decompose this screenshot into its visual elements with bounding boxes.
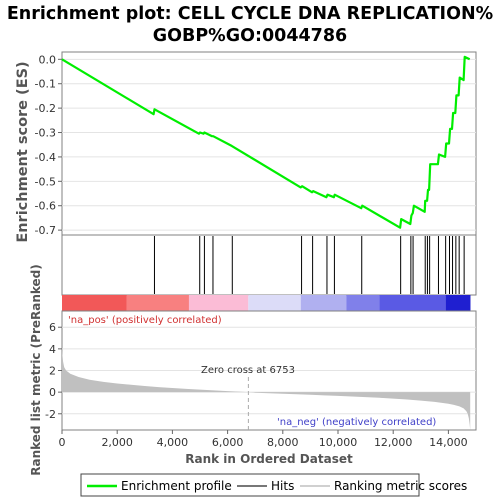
es-y-ticks: 0.0 -0.1 -0.2 -0.3 -0.4 -0.5 -0.6 -0.7 [35,53,62,237]
legend-ranking-label: Ranking metric scores [334,479,467,493]
rank-metric-y-axis-label: Ranked list metric (PreRanked) [29,264,43,476]
colorbar-segment [346,295,380,311]
es-tick-label: -0.1 [35,78,56,91]
x-tick-label: 8,000 [267,436,299,449]
es-tick-label: -0.3 [35,127,56,140]
rank-metric-tick-label: 0 [49,386,56,399]
colorbar-segment [188,295,249,311]
ranking-metric-area [62,346,471,430]
zero-cross-label: Zero cross at 6753 [201,365,295,376]
rank-metric-tick-label: 6 [49,321,56,334]
colorbar-segment [248,295,301,311]
es-gridlines [62,58,476,231]
x-tick-label: 6,000 [212,436,244,449]
hit-markers [153,236,465,294]
es-y-axis-label: Enrichment score (ES) [15,61,31,242]
colorbar-segment [126,295,189,311]
x-tick-label: 12,000 [374,436,413,449]
enrichment-profile-line [61,55,471,229]
hits-frame [61,234,477,296]
pos-correlated-label: 'na_pos' (positively correlated) [68,315,222,326]
x-axis-label: Rank in Ordered Dataset [185,452,353,466]
es-tick-label: 0.0 [39,53,57,66]
rank-metric-tick-label: -2 [45,408,56,421]
hits-panel [61,234,477,296]
neg-correlated-label: 'na_neg' (negatively correlated) [277,417,436,428]
es-tick-label: -0.4 [35,151,56,164]
rank-metric-panel: 6 4 2 0 -2 0 2,000 4,000 6,000 8,000 10,000 12,000… [29,264,477,476]
es-plot-frame [61,51,477,236]
colorbar-segment [445,295,471,311]
x-tick-label: 10,000 [319,436,358,449]
colorbar-segment [379,295,446,311]
x-tick-label: 14,000 [429,436,468,449]
es-tick-label: -0.5 [35,175,56,188]
x-tick-label: 2,000 [101,436,133,449]
legend-hits-label: Hits [271,479,294,493]
ranking-colorbar [62,295,471,311]
es-tick-label: -0.6 [35,200,56,213]
rank-metric-x-ticks: 0 2,000 4,000 6,000 8,000 10,000 12,000 14,000 [59,430,468,449]
x-tick-label: 0 [59,436,66,449]
colorbar-segment [62,295,127,311]
legend-enrichment-label: Enrichment profile [121,479,232,493]
es-tick-label: -0.2 [35,102,56,115]
rank-metric-tick-label: 4 [49,343,56,356]
x-tick-label: 4,000 [157,436,189,449]
chart-title: Enrichment plot: CELL CYCLE DNA REPLICAT… [7,4,493,24]
es-tick-label: -0.7 [35,224,56,237]
rank-metric-y-ticks: 6 4 2 0 -2 [45,321,62,421]
colorbar-segment [300,295,347,311]
chart-subtitle: GOBP%GO:0044786 [153,26,347,46]
legend: Enrichment profile Hits Ranking metric s… [80,473,467,497]
es-panel: 0.0 -0.1 -0.2 -0.3 -0.4 -0.5 -0.6 -0.7 Enrichme… [15,51,477,243]
rank-metric-tick-label: 2 [49,365,56,378]
